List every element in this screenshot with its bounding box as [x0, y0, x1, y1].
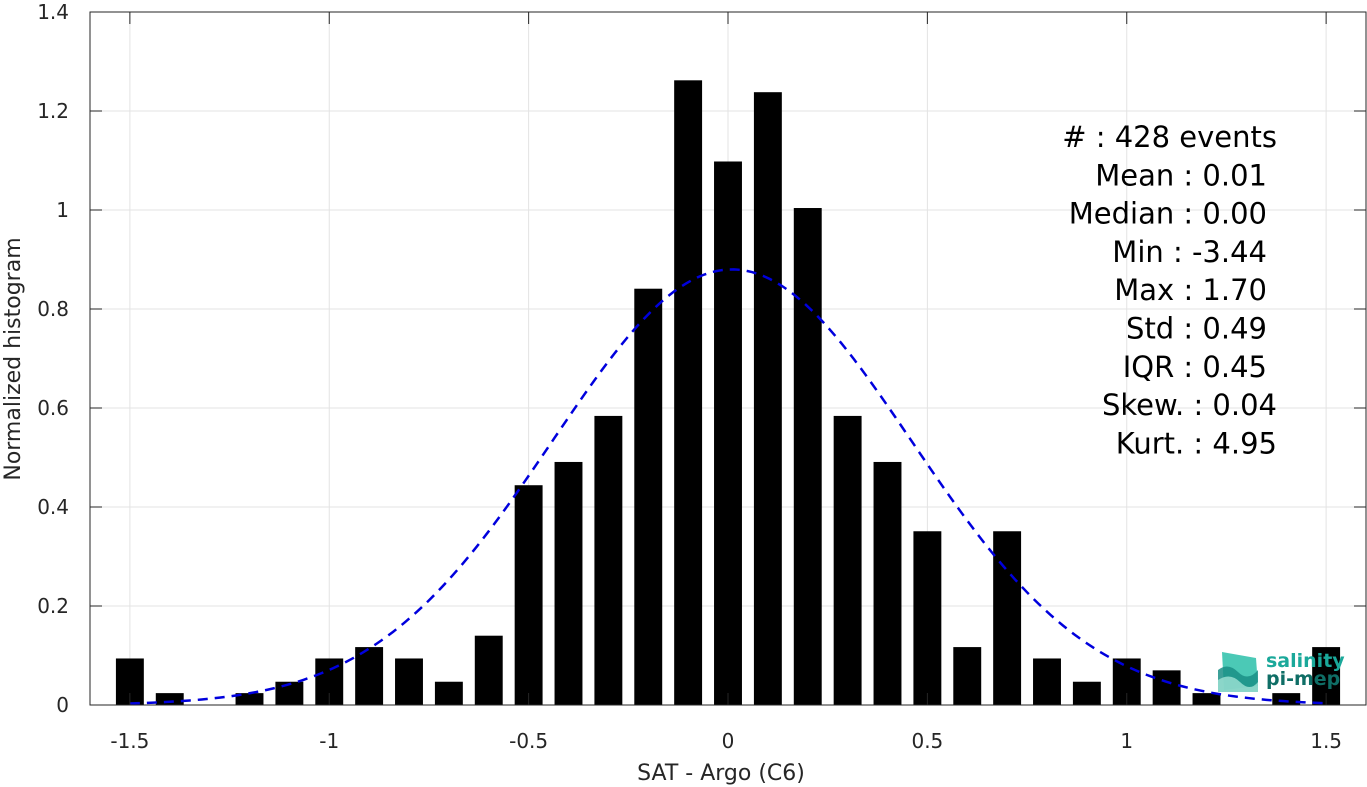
logo-wave-highlight — [1218, 676, 1258, 692]
histogram-bar — [833, 415, 862, 705]
histogram-bar — [674, 80, 703, 705]
histogram-bar — [793, 208, 822, 705]
histogram-bar — [753, 92, 782, 705]
histogram-bar — [1152, 670, 1181, 705]
statistics-annotation: # : 428 events Mean : 0.01 Median : 0.00 Mi… — [1062, 120, 1277, 460]
x-tick-labels: -1.5 -1 -0.5 0 0.5 1 1.5 — [110, 729, 1342, 753]
stat-line: Median : 0.00 — [1069, 197, 1267, 231]
histogram-bar — [355, 647, 384, 705]
y-tick-label: 0.8 — [37, 297, 69, 321]
y-tick-label: 0.6 — [37, 396, 69, 420]
y-tick-label: 0.4 — [37, 495, 69, 519]
x-tick-label: -1 — [319, 729, 339, 753]
stat-line: Mean : 0.01 — [1095, 158, 1267, 192]
stat-line: # : 428 events — [1062, 120, 1277, 154]
histogram-bar — [634, 288, 663, 705]
salinity-pi-mep-logo: salinity pi-mep — [1218, 650, 1345, 692]
histogram-bar — [594, 415, 623, 705]
histogram-bar — [913, 531, 942, 705]
x-tick-label: -1.5 — [110, 729, 149, 753]
stat-line: IQR : 0.45 — [1123, 350, 1267, 384]
histogram-bar — [1072, 681, 1101, 705]
y-tick-labels: 0 0.2 0.4 0.6 0.8 1 1.2 1.4 — [37, 0, 69, 717]
y-tick-label: 1.4 — [37, 0, 69, 24]
histogram-bar — [155, 693, 184, 705]
histogram-bar — [514, 485, 543, 705]
y-tick-label: 1 — [56, 198, 69, 222]
stat-line: Std : 0.49 — [1126, 312, 1267, 346]
bar-series — [115, 80, 1341, 706]
x-tick-label: 0 — [722, 729, 735, 753]
x-tick-label: -0.5 — [509, 729, 548, 753]
histogram-bar — [1192, 693, 1221, 705]
stat-line: Min : -3.44 — [1112, 235, 1267, 269]
x-tick-label: 1.5 — [1310, 729, 1342, 753]
histogram-bar — [275, 681, 304, 705]
histogram-bar — [1272, 693, 1301, 705]
y-axis-label: Normalized histogram — [1, 237, 26, 480]
axis-ticks — [90, 11, 1366, 706]
logo-text-line1: salinity — [1266, 650, 1345, 672]
histogram-bar — [714, 161, 742, 706]
x-tick-label: 1 — [1120, 729, 1133, 753]
histogram-bar — [873, 461, 902, 705]
histogram-bar — [953, 647, 982, 705]
stat-line: Max : 1.70 — [1114, 273, 1267, 307]
histogram-bar — [474, 635, 503, 705]
histogram-bar — [993, 531, 1022, 705]
histogram-bar — [554, 461, 583, 705]
y-tick-label: 0.2 — [37, 594, 69, 618]
logo-text-line2: pi-mep — [1266, 668, 1340, 690]
x-tick-label: 0.5 — [911, 729, 943, 753]
histogram-bar — [395, 658, 423, 705]
x-axis-label: SAT - Argo (C6) — [637, 761, 805, 786]
y-tick-label: 1.2 — [37, 99, 69, 123]
histogram-bar — [235, 693, 264, 705]
stat-line: Kurt. : 4.95 — [1116, 426, 1277, 460]
histogram-bar — [434, 681, 463, 705]
histogram-bar — [1033, 658, 1061, 705]
stat-line: Skew. : 0.04 — [1102, 388, 1277, 422]
y-tick-label: 0 — [56, 693, 69, 717]
